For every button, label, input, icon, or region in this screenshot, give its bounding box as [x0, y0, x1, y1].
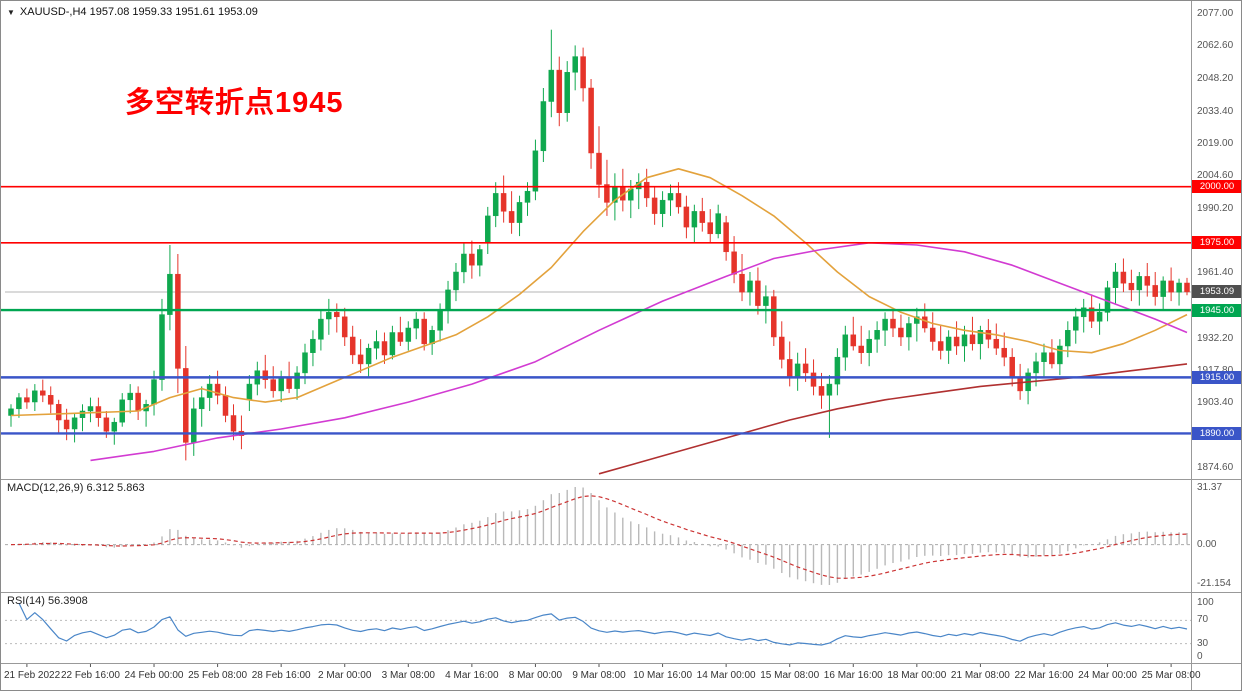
- time-axis-label: 2 Mar 00:00: [318, 670, 372, 681]
- slow-ma-line: [598, 363, 1188, 475]
- resistance-line-1975-badge[interactable]: 1975.00: [1192, 236, 1241, 250]
- support-line-1890-badge[interactable]: 1890.00: [1192, 426, 1241, 440]
- ohlc-readout: ▼ XAUUSD-,H4 1957.08 1959.33 1951.61 195…: [7, 6, 258, 18]
- price-axis-label: 2033.40: [1197, 105, 1234, 117]
- rsi-axis-label: 70: [1197, 614, 1209, 626]
- time-axis-label: 24 Mar 00:00: [1078, 670, 1137, 681]
- macd-histogram: [18, 487, 1188, 585]
- time-axis-label: 9 Mar 08:00: [572, 670, 626, 681]
- rsi-indicator-label: RSI(14) 56.3908: [7, 595, 88, 607]
- macd-axis-min: -21.154: [1197, 578, 1231, 589]
- symbol-ohlc-text: XAUUSD-,H4 1957.08 1959.33 1951.61 1953.…: [19, 6, 258, 18]
- price-axis-label: 2077.00: [1197, 8, 1234, 19]
- time-axis-label: 18 Mar 00:00: [887, 670, 947, 681]
- price-axis-label: 2019.00: [1197, 138, 1234, 150]
- time-axis-label: 24 Feb 00:00: [124, 670, 184, 681]
- time-axis-label: 8 Mar 00:00: [508, 670, 563, 681]
- time-axis-label: 15 Mar 08:00: [760, 670, 820, 681]
- time-axis-label: 10 Mar 16:00: [633, 670, 693, 681]
- price-axis-label: 1961.40: [1197, 267, 1234, 279]
- time-axis-label: 21 Mar 08:00: [950, 670, 1010, 681]
- rsi-axis-label: 0: [1197, 651, 1203, 662]
- annotation-text[interactable]: 多空转折点1945: [125, 87, 344, 119]
- rsi-axis-label: 30: [1197, 637, 1209, 649]
- price-axis-label: 2062.60: [1197, 40, 1234, 52]
- time-axis-label: 4 Mar 16:00: [445, 670, 499, 681]
- time-axis-label: 25 Mar 08:00: [1141, 670, 1201, 681]
- time-axis-label: 22 Mar 16:00: [1014, 670, 1074, 681]
- support-line-1915-badge[interactable]: 1915.00: [1192, 370, 1241, 384]
- time-axis-label: 25 Feb 08:00: [188, 670, 248, 681]
- rsi-axis-label: 100: [1197, 597, 1214, 608]
- time-axis-label: 3 Mar 08:00: [381, 670, 435, 681]
- triangle-down-icon[interactable]: ▼: [7, 7, 15, 17]
- resistance-line-2000-badge[interactable]: 2000.00: [1192, 180, 1241, 194]
- price-axis-label: 1917.80: [1197, 365, 1233, 376]
- medium-ma-line: [90, 242, 1188, 462]
- price-axis-label: 1874.60: [1197, 462, 1234, 473]
- macd-axis-max: 31.37: [1197, 482, 1223, 493]
- price-axis-label: 1990.20: [1197, 202, 1234, 214]
- price-axis-label: 1932.20: [1197, 332, 1234, 344]
- time-axis-label: 21 Feb 2022: [4, 670, 61, 681]
- time-axis-label: 22 Feb 16:00: [60, 670, 120, 681]
- macd-axis-zero: 0.00: [1197, 538, 1217, 550]
- time-axis-label: 16 Mar 16:00: [823, 670, 883, 681]
- candles: [8, 29, 1190, 461]
- pivot-line-1945-badge[interactable]: 1945.00: [1192, 303, 1241, 317]
- time-axis-label: 14 Mar 00:00: [696, 670, 756, 681]
- price-axis-label: 2004.60: [1197, 170, 1234, 182]
- price-axis-label: 2048.20: [1197, 72, 1234, 84]
- rsi-line: [18, 602, 1188, 646]
- current-price-badge: 1953.09: [1192, 285, 1241, 299]
- price-axis-label: 1903.40: [1197, 397, 1234, 409]
- macd-signal-line: [10, 495, 1188, 579]
- macd-indicator-label: MACD(12,26,9) 6.312 5.863: [7, 482, 145, 494]
- fast-ma-line: [10, 168, 1188, 417]
- time-axis-label: 28 Feb 16:00: [251, 670, 311, 681]
